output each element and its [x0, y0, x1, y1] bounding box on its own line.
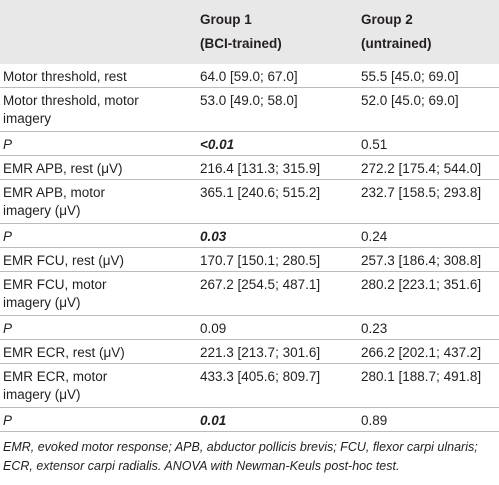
group2-value: 272.2 [175.4; 544.0] — [361, 161, 482, 176]
group1-value: 64.0 [59.0; 67.0] — [200, 69, 298, 84]
group1-p-value: 0.09 — [200, 321, 227, 336]
p-label: P — [3, 413, 13, 428]
group2-value: 52.0 [45.0; 69.0] — [361, 93, 459, 108]
group2-p-value: 0.24 — [361, 229, 388, 244]
row-label: Motor threshold, rest — [3, 69, 127, 84]
table-row: EMR APB, motor imagery (μV) 365.1 [240.6… — [0, 180, 499, 224]
table-row: Motor threshold, motor imagery 53.0 [49.… — [0, 88, 499, 132]
group1-value: 433.3 [405.6; 809.7] — [200, 369, 321, 384]
p-label: P — [3, 137, 13, 152]
table-header: Group 1 (BCI-trained) Group 2 (untrained… — [0, 0, 499, 64]
row-label-continued: imagery (μV) — [3, 203, 81, 218]
row-label: Motor threshold, motor — [3, 93, 139, 108]
group2-value: 266.2 [202.1; 437.2] — [361, 345, 482, 360]
group1-subheader: (BCI-trained) — [200, 36, 282, 51]
row-label: EMR FCU, rest (μV) — [3, 253, 125, 268]
row-label: EMR APB, motor — [3, 185, 106, 200]
table-row: Motor threshold, rest 64.0 [59.0; 67.0] … — [0, 64, 499, 88]
group1-p-value: <0.01 — [200, 137, 235, 152]
table-row: EMR FCU, rest (μV) 170.7 [150.1; 280.5] … — [0, 248, 499, 272]
table-row: EMR ECR, rest (μV) 221.3 [213.7; 301.6] … — [0, 340, 499, 364]
group1-p-value: 0.01 — [200, 413, 227, 428]
table-body: Motor threshold, rest 64.0 [59.0; 67.0] … — [0, 64, 499, 432]
group2-subheader: (untrained) — [361, 36, 432, 51]
table-row: P 0.09 0.23 — [0, 316, 499, 340]
row-label-continued: imagery — [3, 111, 52, 126]
table-row: P 0.01 0.89 — [0, 408, 499, 432]
row-label: EMR ECR, rest (μV) — [3, 345, 125, 360]
group2-value: 280.1 [188.7; 491.8] — [361, 369, 482, 384]
group1-header: Group 1 — [200, 12, 252, 27]
group2-header: Group 2 — [361, 12, 413, 27]
table-row: P 0.03 0.24 — [0, 224, 499, 248]
group1-value: 365.1 [240.6; 515.2] — [200, 185, 321, 200]
group1-value: 221.3 [213.7; 301.6] — [200, 345, 321, 360]
group1-value: 53.0 [49.0; 58.0] — [200, 93, 298, 108]
group1-value: 267.2 [254.5; 487.1] — [200, 277, 321, 292]
row-label-continued: imagery (μV) — [3, 387, 81, 402]
p-label: P — [3, 229, 13, 244]
row-label: EMR APB, rest (μV) — [3, 161, 123, 176]
table-row: P <0.01 0.51 — [0, 132, 499, 156]
group1-value: 216.4 [131.3; 315.9] — [200, 161, 321, 176]
row-label: EMR ECR, motor — [3, 369, 108, 384]
group2-p-value: 0.51 — [361, 137, 388, 152]
table-row: EMR APB, rest (μV) 216.4 [131.3; 315.9] … — [0, 156, 499, 180]
group2-p-value: 0.23 — [361, 321, 388, 336]
group1-value: 170.7 [150.1; 280.5] — [200, 253, 321, 268]
group1-p-value: 0.03 — [200, 229, 227, 244]
row-label-continued: imagery (μV) — [3, 295, 81, 310]
table-row: EMR FCU, motor imagery (μV) 267.2 [254.5… — [0, 272, 499, 316]
table-row: EMR ECR, motor imagery (μV) 433.3 [405.6… — [0, 364, 499, 408]
group2-value: 257.3 [186.4; 308.8] — [361, 253, 482, 268]
group2-value: 280.2 [223.1; 351.6] — [361, 277, 482, 292]
group2-value: 55.5 [45.0; 69.0] — [361, 69, 459, 84]
row-label: EMR FCU, motor — [3, 277, 107, 292]
p-label: P — [3, 321, 13, 336]
group2-value: 232.7 [158.5; 293.8] — [361, 185, 482, 200]
table-footnote: EMR, evoked motor response; APB, abducto… — [3, 440, 478, 473]
group2-p-value: 0.89 — [361, 413, 388, 428]
